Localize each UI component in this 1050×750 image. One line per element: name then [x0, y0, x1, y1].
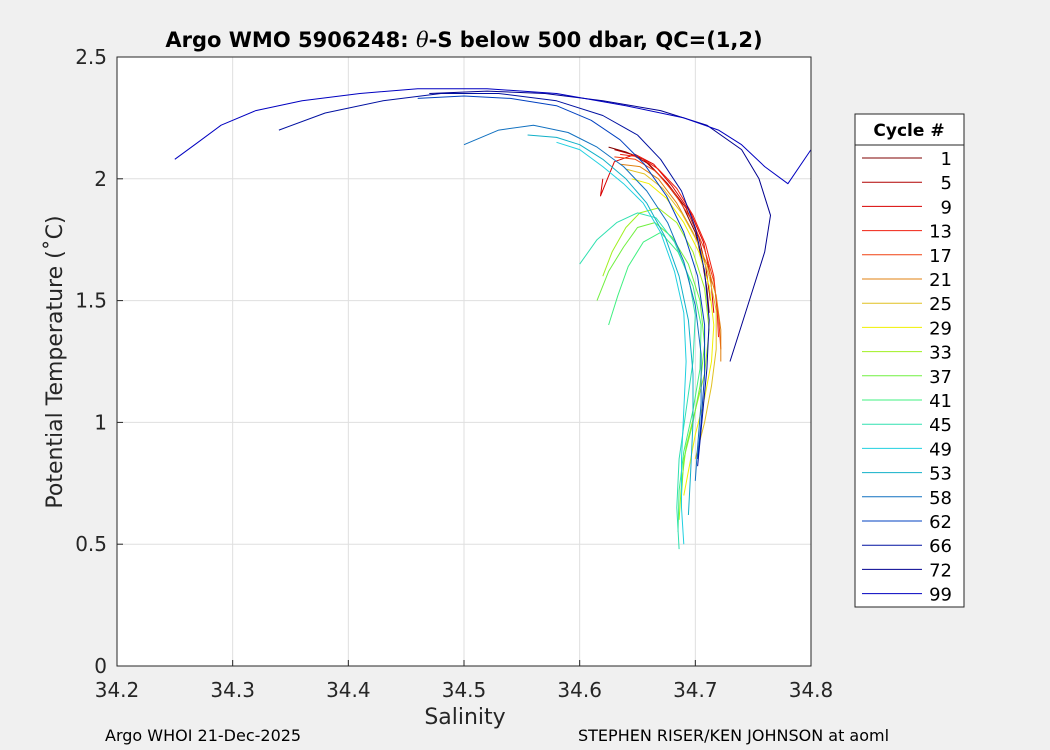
chart-title: Argo WMO 5906248: θ-S below 500 dbar, QC… [165, 28, 762, 52]
series-line-cycle-53 [527, 134, 694, 516]
x-tick-label: 34.2 [95, 678, 140, 702]
x-tick-label: 34.8 [789, 678, 834, 702]
legend-label: 29 [929, 318, 952, 339]
series-line-cycle-49 [556, 141, 687, 545]
series-line-cycle-72 [429, 90, 771, 362]
legend-label: 37 [929, 367, 952, 388]
legend-label: 21 [929, 270, 952, 291]
y-tick-label: 2 [94, 167, 107, 191]
legend-label: 17 [929, 246, 952, 267]
series-line-cycle-25 [625, 168, 717, 460]
series-line-cycle-9 [600, 153, 715, 313]
chart-title-suffix: -S below 500 dbar, QC=(1,2) [429, 28, 763, 52]
x-tick-label: 34.3 [210, 678, 255, 702]
y-tick-label: 2.5 [75, 45, 107, 69]
series-line-cycle-33 [602, 207, 710, 520]
legend-label: 66 [929, 536, 952, 557]
y-axis-label: Potential Temperature (˚C) [43, 215, 68, 508]
legend-label: 1 [941, 149, 952, 170]
legend-label: 45 [929, 415, 952, 436]
series-lines [174, 88, 812, 550]
legend-label: 5 [941, 173, 952, 194]
x-tick-label: 34.4 [326, 678, 371, 702]
series-line-cycle-41 [608, 231, 702, 533]
series-line-cycle-29 [631, 178, 715, 496]
legend-label: 13 [929, 222, 952, 243]
legend-title: Cycle # [873, 121, 944, 141]
x-tick-label: 34.5 [442, 678, 487, 702]
series-line-cycle-66 [278, 93, 710, 467]
series-line-cycle-62 [417, 95, 706, 459]
legend-label: 62 [929, 512, 952, 533]
legend-label: 72 [929, 560, 952, 581]
legend-label: 99 [929, 585, 952, 606]
legend-box [854, 113, 965, 608]
legend-label: 49 [929, 439, 952, 460]
y-tick-label: 0 [94, 654, 107, 678]
y-tick-label: 1 [94, 410, 107, 434]
legend-label: 25 [929, 294, 952, 315]
series-line-cycle-99 [174, 88, 812, 185]
legend-label: 53 [929, 464, 952, 485]
footer-left: Argo WHOI 21-Dec-2025 [105, 726, 301, 745]
series-line-cycle-21 [620, 163, 722, 362]
legend-entries: 1 5 9 13 17 21 25 29 33 37 41 45 49 53 58 62 66 72 99 [862, 149, 952, 606]
legend-label: 58 [929, 488, 952, 509]
chart-title-theta: θ [416, 28, 429, 52]
series-line-cycle-45 [579, 212, 696, 550]
x-tick-label: 34.6 [557, 678, 602, 702]
legend-label: 33 [929, 343, 952, 364]
x-tick-labels: 34.2 34.3 34.4 34.5 34.6 34.7 34.8 [95, 660, 834, 702]
y-tick-label: 1.5 [75, 289, 107, 313]
y-tick-label: 0.5 [75, 532, 107, 556]
footer-right: STEPHEN RISER/KEN JOHNSON at aoml [578, 726, 889, 745]
series-line-cycle-58 [463, 124, 702, 481]
legend: Cycle # 1 5 9 13 17 21 25 29 33 37 41 45 49 53 58 62 66 7… [854, 113, 965, 608]
x-axis-label: Salinity [424, 705, 505, 730]
x-tick-label: 34.7 [673, 678, 718, 702]
legend-label: 9 [941, 197, 952, 218]
legend-label: 41 [929, 391, 952, 412]
chart-title-prefix: Argo WMO 5906248: [165, 28, 416, 52]
y-tick-labels: 0 0.5 1 1.5 2 2.5 [75, 45, 123, 678]
